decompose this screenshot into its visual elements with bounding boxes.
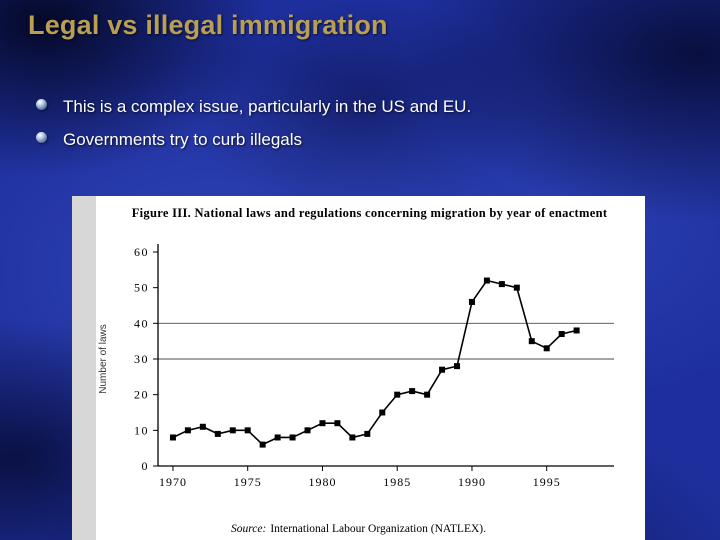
data-point-marker [439,366,446,373]
y-tick-label: 20 [134,388,149,402]
data-point-marker [394,391,401,398]
x-tick-label: 1995 [533,475,561,489]
data-point-marker [214,430,221,437]
y-tick-label: 30 [134,352,149,366]
data-line [172,279,577,446]
bullet-item: Governments try to curb illegals [36,127,471,153]
y-tick-label: 50 [134,281,149,295]
data-point-marker [244,427,251,434]
figure-title: Figure III. National laws and regulation… [131,206,608,220]
figure-left-margin [72,196,96,540]
y-tick-label: 60 [134,245,149,259]
data-point-marker [424,391,431,398]
data-point-marker [468,298,475,305]
data-point-marker [558,331,565,338]
data-point-marker [259,441,266,448]
line-chart: 0 10 20 30 40 50 60 1970 1975 1980 1985 1990 1995 Num… [98,244,614,489]
bullet-item: This is a complex issue, particularly in… [36,94,471,120]
data-point-marker [319,420,326,427]
bullet-text: Governments try to curb illegals [63,130,303,150]
data-point-marker [184,427,191,434]
data-point-marker [409,388,416,395]
data-point-marker [528,338,535,345]
data-point-marker [379,409,386,416]
figure-source: Source: International Labour Organization… [72,523,645,535]
y-axis-label: Number of laws [98,324,109,393]
x-tick-label: 1970 [159,475,187,489]
data-point-marker [334,420,341,427]
data-point-marker [543,345,550,352]
data-point-marker [229,427,236,434]
sphere-bullet-icon [36,99,47,110]
data-point-marker [483,277,490,284]
data-point-marker [289,434,296,441]
figure-panel: Figure III. National laws and regulation… [72,196,645,540]
data-point-marker [304,427,311,434]
source-text: International Labour Organization (NATLE… [270,523,486,535]
slide-title: Legal vs illegal immigration [28,10,388,40]
y-tick-label: 10 [134,423,149,437]
data-point-marker [364,430,371,437]
data-point-marker [169,434,176,441]
x-tick-label: 1975 [234,475,262,489]
data-point-marker [454,363,461,370]
data-point-marker [274,434,281,441]
sphere-bullet-icon [36,132,47,144]
data-point-marker [573,327,580,334]
x-tick-label: 1985 [383,475,411,489]
y-tick-label: 0 [142,459,150,473]
data-point-marker [498,281,505,288]
x-tick-label: 1990 [458,475,486,489]
data-point-marker [513,284,520,291]
y-tick-label: 40 [134,316,149,330]
data-point-marker [349,434,356,441]
source-label: Source: [230,523,267,535]
x-tick-label: 1980 [308,475,336,489]
bullet-list: This is a complex issue, particularly in… [36,94,471,161]
bullet-text: This is a complex issue, particularly in… [63,97,472,116]
data-point-marker [199,423,206,430]
